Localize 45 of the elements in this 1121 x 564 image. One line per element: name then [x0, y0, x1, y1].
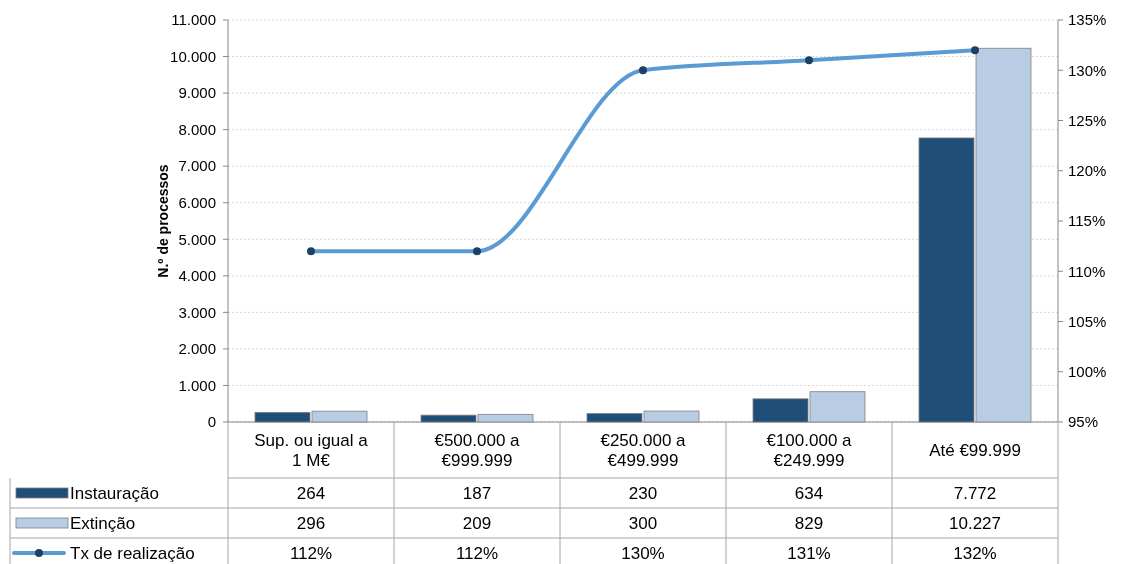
y-tick-label: 10.000: [170, 47, 216, 65]
y-tick-label: 5.000: [178, 230, 216, 248]
y-tick-label: 9.000: [178, 84, 216, 102]
y2-tick-label: 110%: [1068, 262, 1106, 280]
data-label: 187: [462, 483, 492, 503]
y-axis-title: N.º de processos: [155, 164, 171, 278]
y2-tick-label: 120%: [1068, 162, 1107, 179]
x-tick-label: €500.000 a €999.999: [434, 430, 521, 470]
y2-tick-label: 135%: [1068, 11, 1107, 29]
y-tick-label: 6.000: [178, 193, 216, 211]
data-label: 112%: [289, 543, 333, 563]
data-label: 634: [794, 483, 824, 503]
y-tick-label: 11.000: [171, 11, 216, 29]
data-label: 7.772: [953, 483, 997, 503]
data-label: 130%: [621, 543, 665, 563]
y2-tick-label: 125%: [1068, 111, 1107, 129]
x-tick-label: Até €99.999: [929, 440, 1021, 460]
x-tick-label: €100.000 a €249.999: [766, 430, 853, 470]
data-label: 230: [628, 483, 658, 503]
legend-label: Extinção: [70, 513, 136, 533]
y-tick-label: 1.000: [178, 376, 216, 394]
legend-label: Instauração: [70, 483, 159, 503]
data-label: 132%: [953, 543, 997, 563]
data-label: 264: [296, 483, 326, 503]
y2-tick-label: 115%: [1068, 212, 1106, 230]
y2-tick-label: 130%: [1068, 61, 1107, 79]
data-label: 112%: [455, 543, 499, 563]
data-label: 131%: [787, 543, 831, 563]
y-tick-label: 0: [207, 413, 216, 431]
data-label: 10.227: [949, 513, 1001, 533]
y-tick-label: 2.000: [178, 340, 216, 358]
data-label: 209: [462, 513, 492, 533]
y2-tick-label: 105%: [1068, 312, 1107, 330]
y-tick-label: 4.000: [178, 267, 216, 285]
data-label: 296: [296, 513, 326, 533]
y-tick-label: 3.000: [178, 303, 216, 321]
data-label: 829: [794, 513, 824, 533]
data-label: 300: [628, 513, 658, 533]
x-tick-label: €250.000 a €499.999: [600, 430, 687, 470]
x-tick-label: Sup. ou igual a 1 M€: [254, 430, 369, 470]
y2-tick-label: 100%: [1068, 363, 1107, 380]
legend-label: Tx de realização: [70, 543, 195, 563]
y-tick-label: 8.000: [178, 120, 216, 138]
y2-tick-label: 95%: [1068, 413, 1099, 431]
y-tick-label: 7.000: [178, 157, 216, 175]
